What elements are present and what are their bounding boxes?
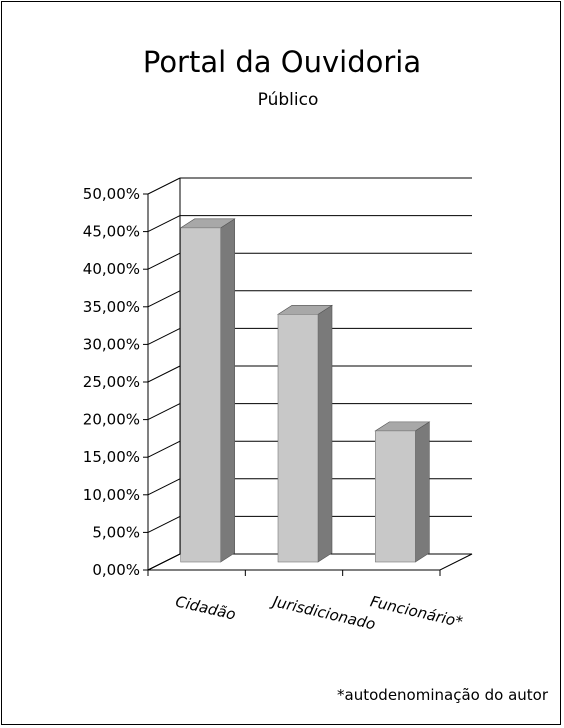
wall-diagonal	[147, 478, 181, 496]
axes	[143, 178, 473, 576]
bar	[374, 421, 431, 563]
y-tick-label: 5,00%	[92, 523, 140, 541]
y-tick-label: 30,00%	[83, 335, 140, 353]
bar-front	[277, 314, 319, 563]
bar	[276, 304, 334, 563]
y-tick-label: 25,00%	[83, 373, 140, 391]
chart-title: Portal da Ouvidoria	[142, 45, 422, 79]
wall-diagonal	[147, 177, 181, 195]
wall-diagonal	[147, 440, 181, 458]
y-tick-label: 20,00%	[83, 411, 140, 429]
wall-diagonal	[147, 215, 181, 233]
y-tick-label: 40,00%	[83, 260, 140, 278]
x-category-label: Funcionário*	[368, 592, 464, 631]
wall-diagonal	[147, 515, 181, 533]
wall-diagonal	[147, 290, 181, 308]
y-tick-label: 45,00%	[83, 223, 140, 241]
bars	[179, 218, 431, 563]
bar-front	[180, 227, 221, 563]
y-tick-label: 35,00%	[83, 298, 140, 316]
wall-diagonal	[147, 252, 181, 270]
bar-front	[375, 430, 416, 563]
x-category-label: Cidadão	[174, 592, 238, 623]
chart-subtitle: Público	[257, 90, 319, 110]
wall-diagonal	[147, 403, 181, 421]
footnote: *autodenominação do autor	[337, 686, 548, 704]
wall-diagonal	[147, 365, 181, 383]
bar	[179, 218, 236, 563]
wall-diagonal	[147, 327, 181, 345]
y-tick-label: 50,00%	[83, 185, 140, 203]
bar-side	[317, 304, 333, 563]
y-tick-label: 15,00%	[83, 448, 140, 466]
x-category-label: Jurisdicionado	[268, 592, 377, 634]
bar-side	[220, 218, 235, 563]
bar-side	[415, 421, 430, 563]
y-tick-label: 10,00%	[83, 486, 140, 504]
y-tick-label: 0,00%	[92, 561, 140, 579]
y-axis-tick-labels: 0,00% 5,00% 10,00% 15,00% 20,00% 25,00% 30,00%…	[83, 185, 140, 579]
